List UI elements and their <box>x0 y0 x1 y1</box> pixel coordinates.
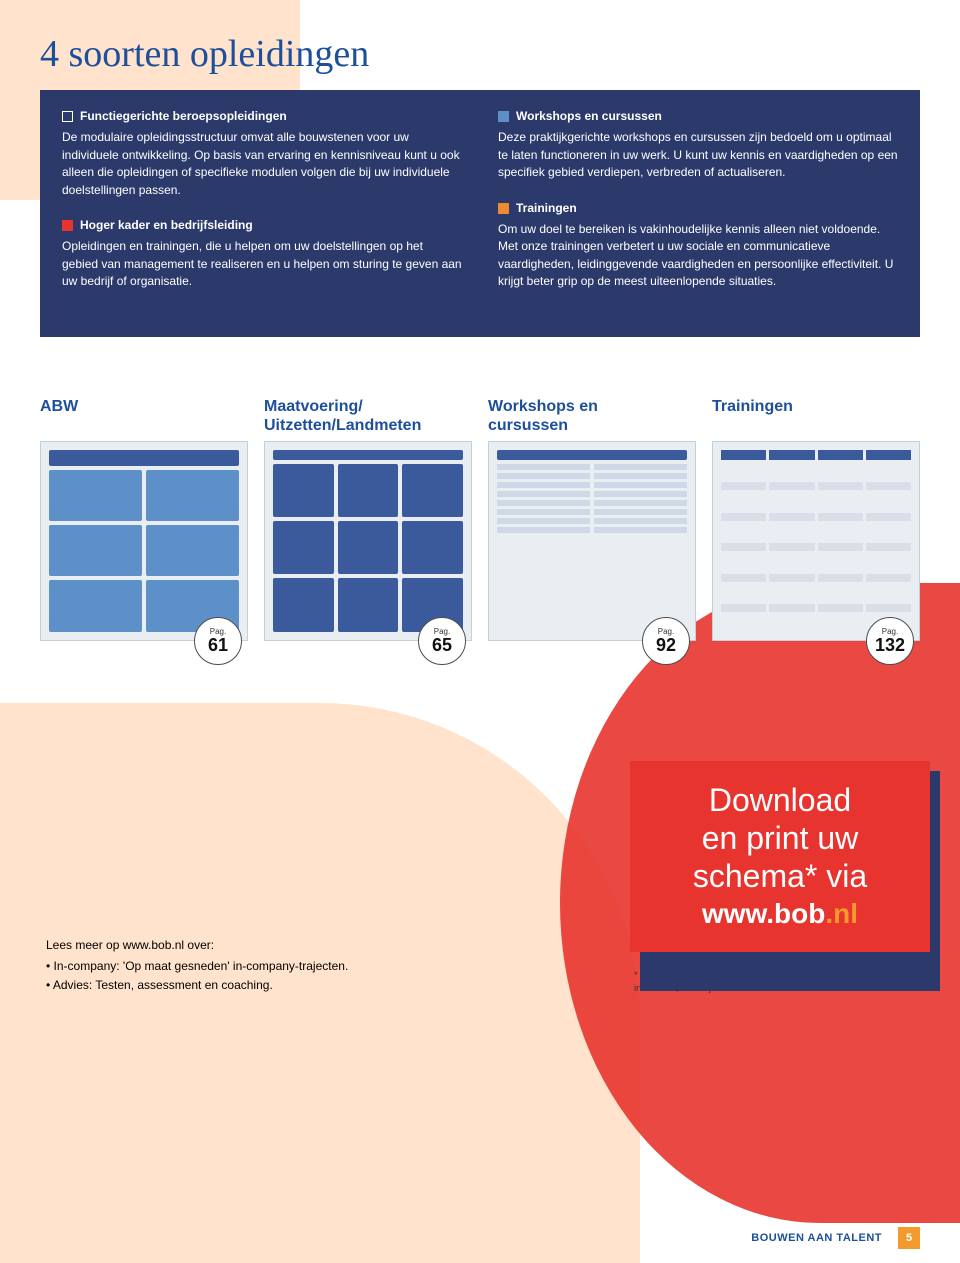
category-body: Opleidingen en trainingen, die u helpen … <box>62 238 462 290</box>
page-badge: Pag. 61 <box>194 617 242 665</box>
download-line1: Download <box>648 781 912 819</box>
category-title: Trainingen <box>516 200 577 217</box>
category-body: Deze praktijkgerichte workshops en cursu… <box>498 129 898 181</box>
download-url: www.bob.nl <box>648 898 912 930</box>
category-workshops: Workshops en cursussen Deze praktijkgeri… <box>498 108 898 182</box>
thumb-trainingen: Trainingen Pag. <box>712 397 920 641</box>
thumb-title: Trainingen <box>712 397 920 441</box>
download-line3: schema* via <box>648 857 912 895</box>
download-box-wrap: Download en print uw schema* via www.bob… <box>630 761 930 996</box>
thumb-maatvoering: Maatvoering/ Uitzetten/Landmeten Pag. 65 <box>264 397 472 641</box>
lees-meer-block: Lees meer op www.bob.nl over: • In-compa… <box>40 936 600 996</box>
badge-number: 92 <box>656 636 676 654</box>
category-trainingen: Trainingen Om uw doel te bereiken is vak… <box>498 200 898 291</box>
categories-left-column: Functiegerichte beroepsopleidingen De mo… <box>62 108 462 309</box>
square-outline-icon <box>62 111 73 122</box>
square-red-icon <box>62 220 73 231</box>
thumb-abw: ABW Pag. 61 <box>40 397 248 641</box>
download-line2: en print uw <box>648 819 912 857</box>
footer-page-number: 5 <box>898 1227 920 1249</box>
download-url-main: www.bob <box>702 898 825 929</box>
thumbnails-row: ABW Pag. 61 Maatvoering/ Uitzetten/Landm… <box>40 397 920 641</box>
thumb-preview-workshops <box>488 441 696 641</box>
category-title: Hoger kader en bedrijfsleiding <box>80 217 253 234</box>
categories-box: Functiegerichte beroepsopleidingen De mo… <box>40 90 920 337</box>
square-orange-icon <box>498 203 509 214</box>
categories-right-column: Workshops en cursussen Deze praktijkgeri… <box>498 108 898 309</box>
badge-number: 132 <box>875 636 905 654</box>
thumb-preview-maatvoering <box>264 441 472 641</box>
thumb-title: ABW <box>40 397 248 441</box>
badge-number: 61 <box>208 636 228 654</box>
category-body: De modulaire opleidingsstructuur omvat a… <box>62 129 462 199</box>
download-box: Download en print uw schema* via www.bob… <box>630 761 930 952</box>
badge-number: 65 <box>432 636 452 654</box>
lower-section: Lees meer op www.bob.nl over: • In-compa… <box>40 761 920 996</box>
lees-bullet-text: In-company: 'Op maat gesneden' in-compan… <box>54 959 349 973</box>
download-url-ext: .nl <box>825 898 858 929</box>
page-badge: Pag. 92 <box>642 617 690 665</box>
lees-intro: Lees meer op www.bob.nl over: <box>46 936 600 955</box>
page-title: 4 soorten opleidingen <box>40 32 920 76</box>
category-title: Workshops en cursussen <box>516 108 662 125</box>
square-blue-icon <box>498 111 509 122</box>
page-badge: Pag. 65 <box>418 617 466 665</box>
category-beroepsopleidingen: Functiegerichte beroepsopleidingen De mo… <box>62 108 462 199</box>
thumb-workshops: Workshops en cursussen Pag. 92 <box>488 397 696 641</box>
lees-bullet: • Advies: Testen, assessment en coaching… <box>46 976 600 995</box>
lees-bullet: • In-company: 'Op maat gesneden' in-comp… <box>46 957 600 976</box>
lees-bullet-text: Advies: Testen, assessment en coaching. <box>53 978 273 992</box>
page-footer: BOUWEN AAN TALENT 5 <box>751 1227 920 1249</box>
category-title: Functiegerichte beroepsopleidingen <box>80 108 287 125</box>
page-badge: Pag. 132 <box>866 617 914 665</box>
category-body: Om uw doel te bereiken is vakinhoudelijk… <box>498 221 898 291</box>
thumb-preview-trainingen <box>712 441 920 641</box>
category-hoger-kader: Hoger kader en bedrijfsleiding Opleiding… <box>62 217 462 291</box>
thumb-preview-abw <box>40 441 248 641</box>
thumb-title: Maatvoering/ Uitzetten/Landmeten <box>264 397 472 441</box>
footer-brand: BOUWEN AAN TALENT <box>751 1232 882 1244</box>
thumb-title: Workshops en cursussen <box>488 397 696 441</box>
